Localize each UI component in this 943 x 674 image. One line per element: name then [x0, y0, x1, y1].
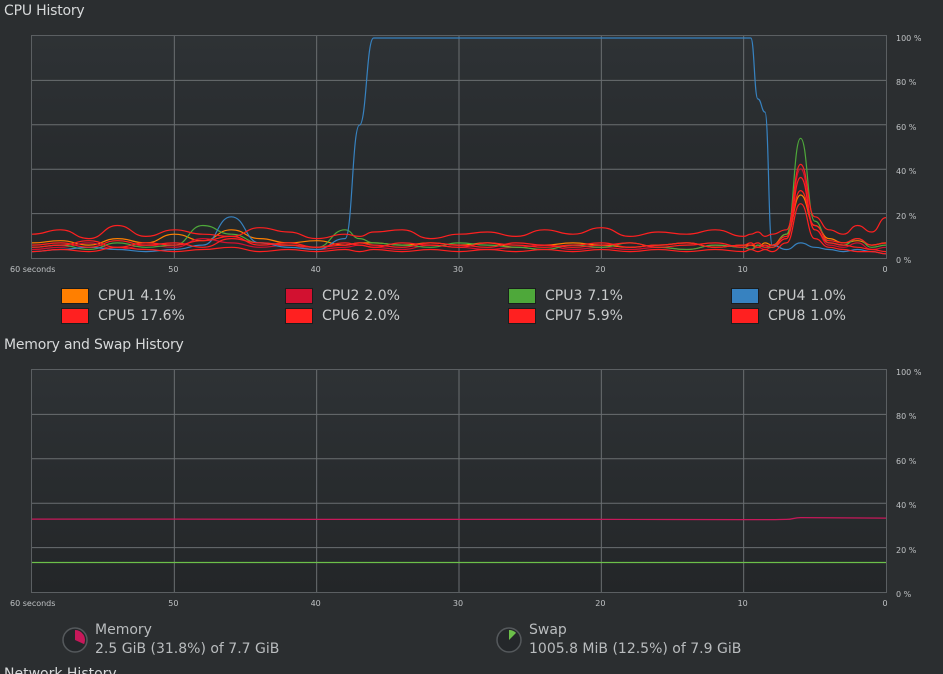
y-tick-label: 40 % [896, 501, 917, 511]
y-tick-label: 60 % [896, 122, 917, 132]
x-tick-label: 50 [168, 599, 179, 608]
legend-item-cpu2[interactable]: CPU2 2.0% [285, 287, 400, 305]
x-tick-label: 10 [737, 265, 748, 274]
legend-item-cpu7[interactable]: CPU7 5.9% [508, 307, 623, 325]
legend-value: 1.0% [810, 308, 846, 324]
legend-label: CPU3 [545, 288, 583, 304]
cpu-history-title: CPU History [4, 3, 85, 19]
legend-value: 1.0% [810, 288, 846, 304]
y-tick-label: 100 % [896, 34, 922, 43]
color-swatch[interactable] [61, 288, 89, 304]
y-tick-label: 40 % [896, 167, 917, 177]
legend-label: CPU7 [545, 308, 583, 324]
x-tick-label: 60 seconds [10, 265, 56, 274]
x-tick-label: 30 [452, 265, 464, 274]
y-tick-label: 20 % [896, 545, 917, 555]
legend-value: 5.9% [587, 308, 623, 324]
swap-pie-icon [496, 627, 522, 653]
swap-legend-item[interactable]: Swap 1005.8 MiB (12.5%) of 7.9 GiB [495, 621, 741, 659]
series-line-cpu7 [32, 189, 886, 248]
color-swatch[interactable] [61, 308, 89, 324]
legend-label: CPU8 [768, 308, 806, 324]
x-tick-label: 10 [737, 599, 748, 608]
memory-legend-item[interactable]: Memory 2.5 GiB (31.8%) of 7.7 GiB [61, 621, 279, 659]
y-tick-label: 0 % [896, 590, 912, 599]
memory-history-title: Memory and Swap History [4, 337, 184, 353]
legend-label: CPU6 [322, 308, 360, 324]
swap-label: Swap [529, 622, 567, 638]
x-tick-label: 0 [882, 265, 888, 274]
legend-value: 2.0% [364, 308, 400, 324]
y-tick-label: 60 % [896, 456, 917, 466]
x-tick-label: 40 [310, 599, 321, 608]
memory-swap-history-graph [31, 369, 887, 593]
memory-detail: 2.5 GiB (31.8%) of 7.7 GiB [95, 641, 280, 657]
y-tick-label: 80 % [896, 78, 917, 88]
color-swatch[interactable] [731, 288, 759, 304]
color-swatch[interactable] [508, 288, 536, 304]
memory-pie-icon [62, 627, 88, 653]
memory-label: Memory [95, 622, 152, 638]
x-tick-label: 20 [595, 599, 606, 608]
legend-item-cpu3[interactable]: CPU3 7.1% [508, 287, 623, 305]
network-history-title-partial: Network History [4, 666, 117, 674]
legend-item-cpu1[interactable]: CPU1 4.1% [61, 287, 176, 305]
series-line-cpu3 [32, 137, 886, 251]
series-line-memory [32, 516, 886, 521]
legend-label: CPU1 [98, 288, 136, 304]
pie-slice [509, 630, 517, 640]
graph-canvas [32, 370, 886, 592]
graph-canvas [32, 36, 886, 258]
series-line-cpu5 [32, 163, 886, 240]
series-line-cpu8 [32, 203, 886, 255]
legend-value: 7.1% [587, 288, 623, 304]
x-tick-label: 0 [882, 599, 888, 608]
color-swatch[interactable] [508, 308, 536, 324]
pie-slice [75, 630, 85, 645]
legend-item-cpu4[interactable]: CPU4 1.0% [731, 287, 846, 305]
x-tick-label: 20 [595, 265, 606, 274]
legend-item-cpu5[interactable]: CPU5 17.6% [61, 307, 185, 325]
y-tick-label: 80 % [896, 412, 917, 422]
legend-item-cpu6[interactable]: CPU6 2.0% [285, 307, 400, 325]
y-tick-label: 20 % [896, 211, 917, 221]
legend-label: CPU4 [768, 288, 806, 304]
cpu-history-graph [31, 35, 887, 259]
color-swatch[interactable] [731, 308, 759, 324]
x-tick-label: 50 [168, 265, 179, 274]
legend-label: CPU2 [322, 288, 360, 304]
color-swatch[interactable] [285, 288, 313, 304]
series-line-cpu4 [32, 37, 886, 255]
legend-value: 17.6% [140, 308, 185, 324]
legend-item-cpu8[interactable]: CPU8 1.0% [731, 307, 846, 325]
legend-value: 2.0% [364, 288, 400, 304]
legend-value: 4.1% [140, 288, 176, 304]
y-tick-label: 100 % [896, 368, 922, 377]
y-tick-label: 0 % [896, 256, 912, 265]
x-tick-label: 40 [310, 265, 321, 274]
series-line-cpu6 [32, 176, 886, 253]
color-swatch[interactable] [285, 308, 313, 324]
x-tick-label: 30 [452, 599, 464, 608]
legend-label: CPU5 [98, 308, 136, 324]
x-tick-label: 60 seconds [10, 599, 56, 608]
swap-detail: 1005.8 MiB (12.5%) of 7.9 GiB [529, 641, 742, 657]
